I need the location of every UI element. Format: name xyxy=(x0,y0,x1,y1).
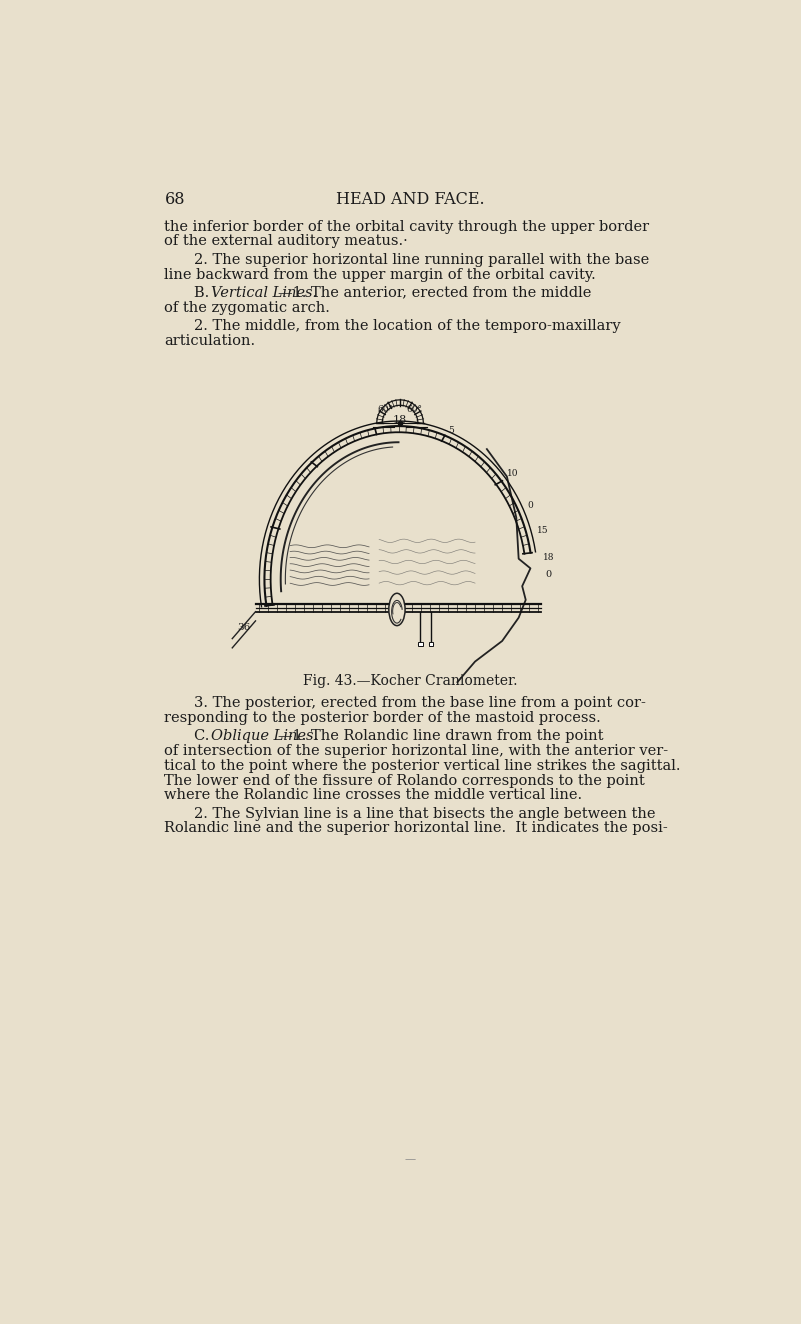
Text: tical to the point where the posterior vertical line strikes the sagittal.: tical to the point where the posterior v… xyxy=(164,759,681,773)
Text: Vertical Lines.: Vertical Lines. xyxy=(211,286,317,299)
Text: of the external auditory meatus.·: of the external auditory meatus.· xyxy=(164,234,409,249)
Text: HEAD AND FACE.: HEAD AND FACE. xyxy=(336,191,485,208)
Text: 18: 18 xyxy=(393,414,407,425)
Text: —1. The anterior, erected from the middle: —1. The anterior, erected from the middl… xyxy=(278,286,591,299)
Text: The lower end of the fissure of Rolando corresponds to the point: The lower end of the fissure of Rolando … xyxy=(164,773,645,788)
Text: Fig. 43.—Kocher Craniometer.: Fig. 43.—Kocher Craniometer. xyxy=(304,674,517,688)
Text: B.: B. xyxy=(194,286,219,299)
FancyBboxPatch shape xyxy=(429,642,433,646)
Text: Rolandic line and the superior horizontal line.  It indicates the posi-: Rolandic line and the superior horizonta… xyxy=(164,821,668,835)
Ellipse shape xyxy=(388,593,405,626)
Text: 60°: 60° xyxy=(377,405,393,413)
Text: responding to the posterior border of the mastoid process.: responding to the posterior border of th… xyxy=(164,711,602,726)
Text: Oblique Lines.: Oblique Lines. xyxy=(211,730,318,743)
Text: 60°: 60° xyxy=(407,405,423,413)
Text: where the Rolandic line crosses the middle vertical line.: where the Rolandic line crosses the midd… xyxy=(164,788,582,802)
Text: 18: 18 xyxy=(543,553,554,561)
Text: line backward from the upper margin of the orbital cavity.: line backward from the upper margin of t… xyxy=(164,267,596,282)
Text: 0: 0 xyxy=(528,500,533,510)
Text: 2. The superior horizontal line running parallel with the base: 2. The superior horizontal line running … xyxy=(194,253,649,266)
Text: —: — xyxy=(405,1155,416,1165)
Text: 10: 10 xyxy=(507,469,518,478)
Text: 68: 68 xyxy=(164,191,185,208)
Text: the inferior border of the orbital cavity through the upper border: the inferior border of the orbital cavit… xyxy=(164,220,650,234)
Text: 15: 15 xyxy=(537,526,549,535)
Text: —1. The Rolandic line drawn from the point: —1. The Rolandic line drawn from the poi… xyxy=(278,730,603,743)
Text: of the zygomatic arch.: of the zygomatic arch. xyxy=(164,301,330,315)
Text: 3. The posterior, erected from the base line from a point cor-: 3. The posterior, erected from the base … xyxy=(194,696,646,710)
Text: of intersection of the superior horizontal line, with the anterior ver-: of intersection of the superior horizont… xyxy=(164,744,669,759)
Text: 2. The middle, from the location of the temporo-maxillary: 2. The middle, from the location of the … xyxy=(194,319,621,332)
Text: 36: 36 xyxy=(237,622,250,632)
Text: C.: C. xyxy=(194,730,219,743)
Text: 0: 0 xyxy=(545,571,551,579)
FancyBboxPatch shape xyxy=(418,642,422,646)
Text: 5: 5 xyxy=(449,426,454,436)
Text: articulation.: articulation. xyxy=(164,334,256,348)
Text: 2. The Sylvian line is a line that bisects the angle between the: 2. The Sylvian line is a line that bisec… xyxy=(194,806,655,821)
